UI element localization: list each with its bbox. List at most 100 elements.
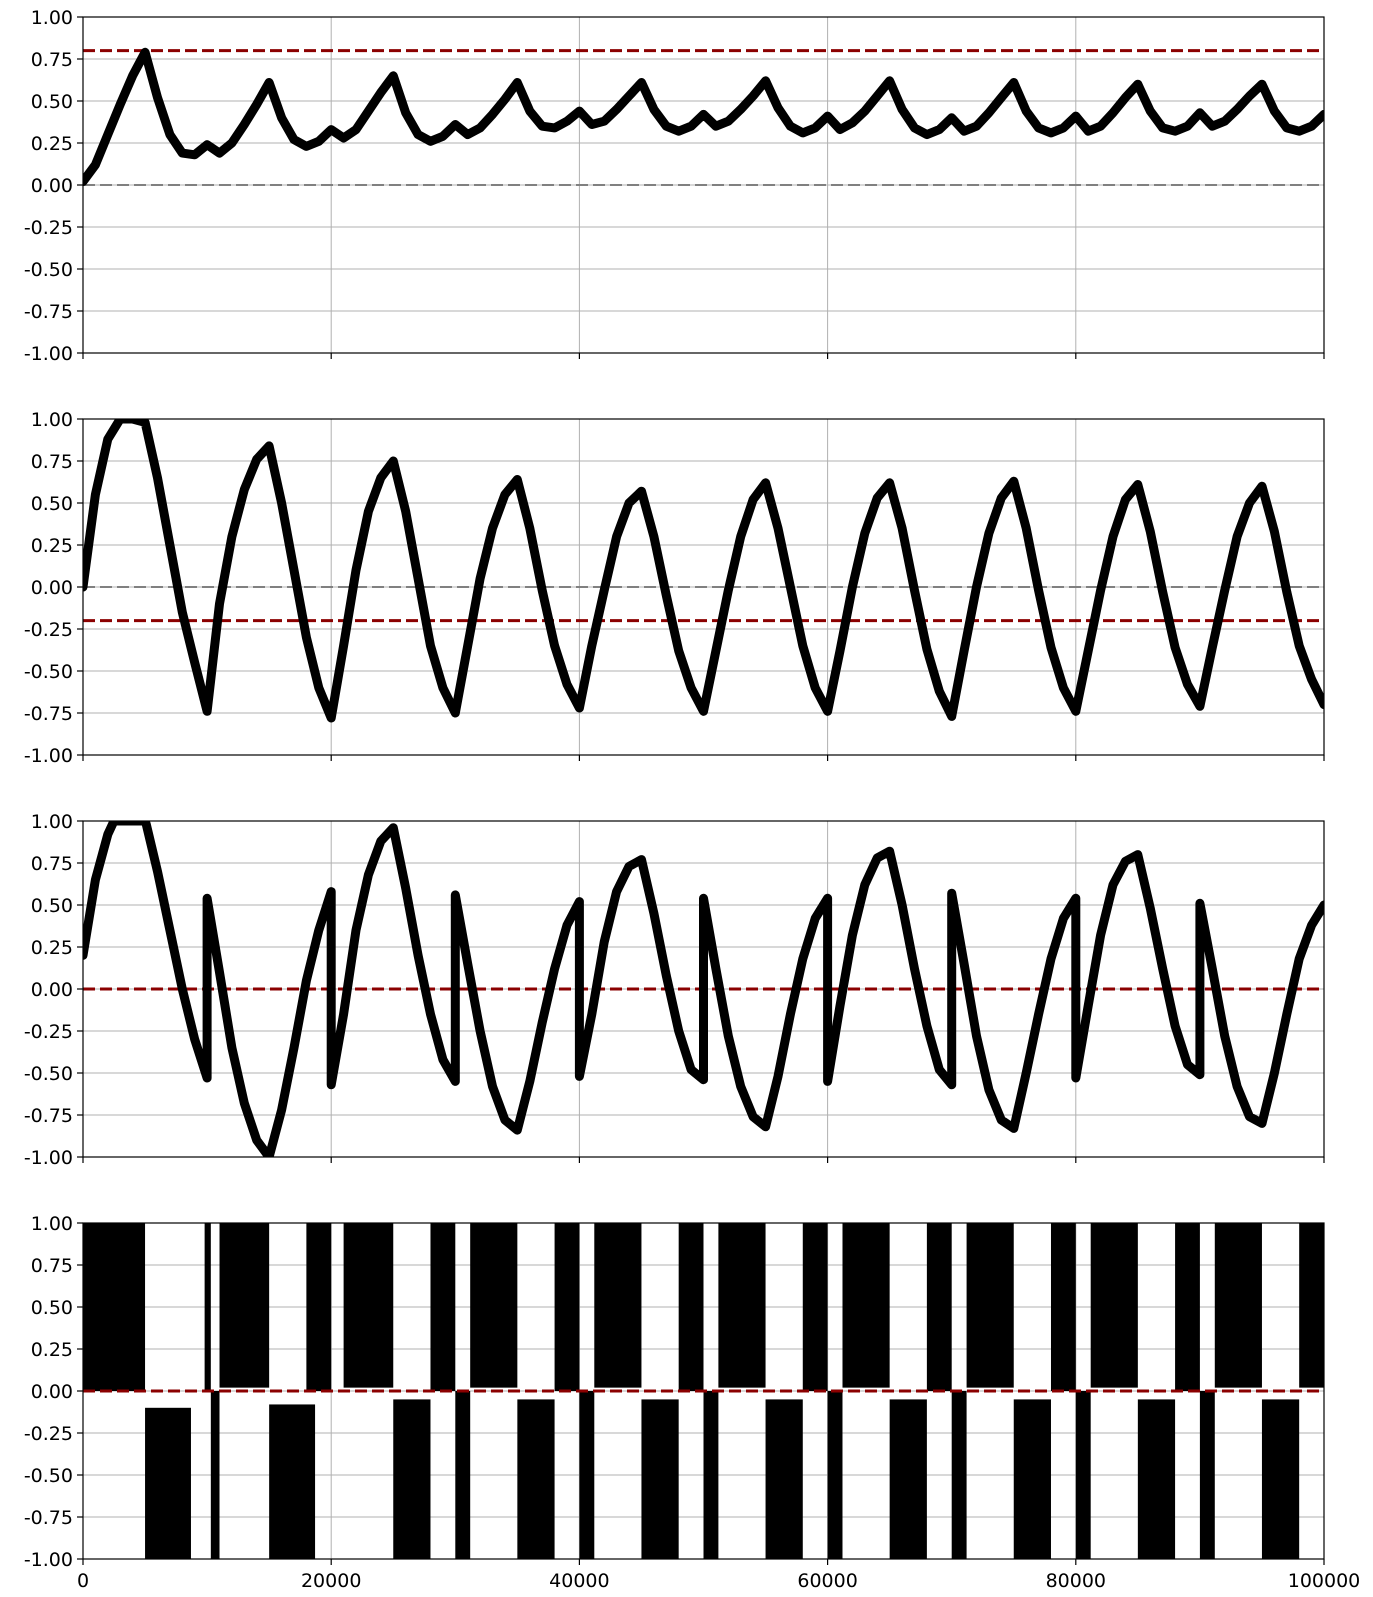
y-tick-label: 0.00 (31, 175, 73, 197)
subplot-2: -1.00 -0.75 -0.50 -0.25 0.00 0.25 0.50 0.75 1.00 (24, 409, 1325, 767)
y-tick-label: 0.00 (31, 1381, 73, 1403)
area-band (430, 1223, 456, 1391)
y-tick-label: -0.50 (24, 1063, 73, 1085)
area-band (678, 1223, 704, 1391)
area-band (1013, 1399, 1051, 1559)
area-band (641, 1399, 679, 1559)
area-band (718, 1223, 766, 1388)
y-tick-label: -0.25 (24, 1423, 73, 1445)
area-band (306, 1223, 332, 1391)
x-axis (82, 755, 1325, 761)
area-band (951, 1391, 967, 1559)
area-band (393, 1399, 431, 1559)
y-tick-label: 1.00 (31, 409, 73, 431)
x-axis: 0 20000 40000 60000 80000 100000 (77, 1559, 1360, 1592)
y-tick-label: -0.50 (24, 661, 73, 683)
y-axis: -1.00 -0.75 -0.50 -0.25 0.00 0.25 0.50 0.75 1.00 (24, 7, 83, 365)
area-band (1090, 1223, 1138, 1388)
area-band (594, 1223, 642, 1388)
y-tick-label: -0.25 (24, 217, 73, 239)
y-tick-label: 0.00 (31, 979, 73, 1001)
y-tick-label: -1.00 (24, 343, 73, 365)
area-band (1050, 1223, 1076, 1391)
x-axis (82, 353, 1325, 359)
area-band (470, 1223, 518, 1388)
area-band (966, 1223, 1014, 1388)
area-band (517, 1399, 555, 1559)
x-tick-label: 100000 (1288, 1570, 1361, 1592)
y-tick-label: -0.50 (24, 1465, 73, 1487)
area-band (579, 1391, 595, 1559)
series-line (83, 47, 1324, 187)
y-tick-label: -0.75 (24, 703, 73, 725)
plot-area (83, 1223, 1324, 1559)
area-band (145, 1407, 191, 1559)
area-band (269, 1404, 316, 1559)
area-band (1137, 1399, 1176, 1559)
y-tick-label: 0.75 (31, 1255, 73, 1277)
area-band (554, 1223, 580, 1391)
area-band (83, 1223, 146, 1391)
area-band (703, 1391, 719, 1559)
area-band (1261, 1399, 1300, 1559)
area-band (1075, 1391, 1091, 1559)
y-tick-label: -0.75 (24, 1507, 73, 1529)
subplot-4: -1.00 -0.75 -0.50 -0.25 0.00 0.25 0.50 0.75 1.00… (24, 1213, 1360, 1592)
y-tick-label: -0.75 (24, 301, 73, 323)
y-tick-label: 1.00 (31, 1213, 73, 1235)
area-band (802, 1223, 828, 1391)
y-tick-label: -0.75 (24, 1105, 73, 1127)
x-tick-label: 20000 (301, 1570, 361, 1592)
area-band (842, 1223, 890, 1388)
y-tick-label: 0.75 (31, 49, 73, 71)
y-tick-label: 0.25 (31, 133, 73, 155)
area-band (926, 1223, 952, 1391)
y-tick-label: 0.75 (31, 853, 73, 875)
y-axis: -1.00 -0.75 -0.50 -0.25 0.00 0.25 0.50 0.75 1.00 (24, 1213, 83, 1571)
area-band (343, 1223, 394, 1388)
y-tick-label: 0.25 (31, 937, 73, 959)
area-band (1214, 1223, 1262, 1388)
x-tick-label: 60000 (797, 1570, 857, 1592)
y-tick-label: 0.50 (31, 895, 73, 917)
y-tick-label: 0.50 (31, 493, 73, 515)
x-tick-label: 80000 (1046, 1570, 1106, 1592)
subplot-1: -1.00 -0.75 -0.50 -0.25 0.00 0.25 0.50 0.75 1.00 (24, 7, 1325, 365)
y-tick-label: -1.00 (24, 745, 73, 767)
y-axis: -1.00 -0.75 -0.50 -0.25 0.00 0.25 0.50 0.75 1.00 (24, 811, 83, 1169)
series-line (83, 419, 1324, 723)
y-tick-label: 1.00 (31, 811, 73, 833)
area-band (765, 1399, 803, 1559)
plot-area (83, 47, 1324, 187)
y-tick-label: -1.00 (24, 1147, 73, 1169)
area-band (210, 1391, 220, 1559)
area-band (1175, 1223, 1200, 1391)
x-tick-label: 40000 (549, 1570, 609, 1592)
x-axis (82, 1157, 1325, 1163)
y-tick-label: 0.50 (31, 91, 73, 113)
y-tick-label: -0.50 (24, 259, 73, 281)
area-band (219, 1223, 270, 1388)
subplot-3: -1.00 -0.75 -0.50 -0.25 0.00 0.25 0.50 0.75 1.00 (24, 811, 1325, 1169)
x-tick-label: 0 (77, 1570, 89, 1592)
area-band (1299, 1223, 1324, 1388)
series-line (83, 821, 1324, 1157)
y-tick-label: -0.25 (24, 1021, 73, 1043)
area-band (1199, 1391, 1215, 1559)
area-band (455, 1391, 471, 1559)
y-tick-label: -1.00 (24, 1549, 73, 1571)
y-tick-label: 1.00 (31, 7, 73, 29)
y-tick-label: -0.25 (24, 619, 73, 641)
area-band (204, 1223, 211, 1391)
plot-area (83, 419, 1324, 723)
y-tick-label: 0.25 (31, 535, 73, 557)
area-band (889, 1399, 927, 1559)
y-tick-label: 0.75 (31, 451, 73, 473)
area-band (827, 1391, 843, 1559)
plot-area (83, 821, 1324, 1157)
y-tick-label: 0.50 (31, 1297, 73, 1319)
y-tick-label: 0.25 (31, 1339, 73, 1361)
y-tick-label: 0.00 (31, 577, 73, 599)
y-axis: -1.00 -0.75 -0.50 -0.25 0.00 0.25 0.50 0.75 1.00 (24, 409, 83, 767)
